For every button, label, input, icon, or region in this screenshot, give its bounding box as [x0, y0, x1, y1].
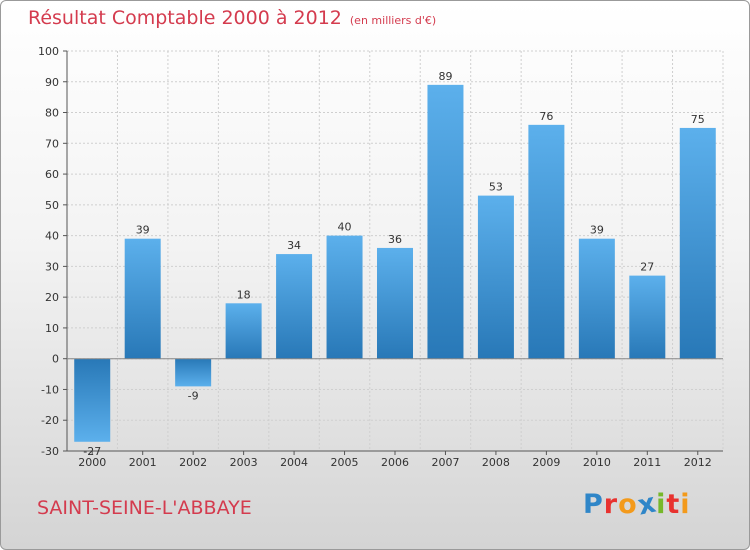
y-tick-label: 80: [45, 107, 59, 120]
bar-2012: [679, 127, 716, 359]
logo-letter: i: [680, 489, 691, 520]
x-tick-label-2007: 2007: [431, 456, 459, 469]
logo-letter: r: [603, 489, 619, 520]
chart-title-unit: (en milliers d'€): [349, 14, 437, 27]
value-label-2011: 27: [640, 261, 654, 274]
bar-2010: [578, 238, 615, 359]
chart-title: Résultat Comptable 2000 à 2012 (en millie…: [28, 7, 436, 29]
value-label-2003: 18: [237, 288, 251, 301]
logo-letter: P: [583, 489, 604, 520]
bar-2005: [326, 235, 363, 359]
x-tick-label-2004: 2004: [280, 456, 308, 469]
value-label-2008: 53: [489, 181, 503, 194]
x-tick-label-2008: 2008: [482, 456, 510, 469]
x-tick-label-2005: 2005: [331, 456, 359, 469]
y-tick-label: -30: [41, 445, 59, 458]
y-tick-label: 70: [45, 137, 59, 150]
value-label-2009: 76: [539, 110, 553, 123]
bar-2000: [74, 358, 111, 442]
y-tick-label: 90: [45, 76, 59, 89]
y-tick-label: 10: [45, 322, 59, 335]
y-tick-label: 100: [38, 45, 59, 58]
logo-letter: t: [666, 489, 681, 520]
y-tick-label: 30: [45, 260, 59, 273]
y-tick-label: 0: [52, 353, 59, 366]
bars: [74, 84, 716, 442]
x-tick-label-2009: 2009: [532, 456, 560, 469]
value-label-2006: 36: [388, 233, 402, 246]
axes: [63, 50, 723, 455]
chart-title-main: Résultat Comptable 2000 à 2012: [28, 7, 342, 29]
bar-2006: [377, 247, 413, 359]
y-tick-label: 40: [45, 230, 59, 243]
bar-2004: [276, 254, 313, 359]
y-tick-label: 50: [45, 199, 59, 212]
value-label-2012: 75: [691, 113, 705, 126]
proxiti-logo: Proxiti: [583, 487, 691, 521]
x-tick-label-2011: 2011: [633, 456, 661, 469]
bar-2011: [629, 275, 666, 359]
x-tick-label-2006: 2006: [381, 456, 409, 469]
x-tick-label-2012: 2012: [684, 456, 712, 469]
x-tick-label-2003: 2003: [230, 456, 258, 469]
x-tick-label-2000: 2000: [78, 456, 106, 469]
bar-2003: [225, 303, 262, 359]
y-tick-label: -20: [41, 414, 59, 427]
value-label-2000: -27: [83, 445, 101, 458]
value-label-2001: 39: [136, 224, 150, 237]
x-tick-label-2002: 2002: [179, 456, 207, 469]
y-tick-label: 60: [45, 168, 59, 181]
value-label-2007: 89: [438, 70, 452, 83]
value-label-2002: -9: [188, 389, 199, 402]
value-label-2004: 34: [287, 239, 301, 252]
x-tick-label-2001: 2001: [129, 456, 157, 469]
value-label-2010: 39: [590, 224, 604, 237]
y-tick-label: -10: [41, 383, 59, 396]
logo-letter: i: [656, 489, 667, 520]
y-tick-label: 20: [45, 291, 59, 304]
bar-2008: [477, 195, 514, 359]
bar-2007: [427, 84, 464, 359]
bar-2009: [528, 124, 565, 359]
logo-letter: o: [618, 489, 638, 520]
value-label-2005: 40: [338, 221, 352, 234]
commune-name: SAINT-SEINE-L'ABBAYE: [37, 497, 252, 519]
bar-2001: [124, 238, 161, 359]
x-tick-label-2010: 2010: [583, 456, 611, 469]
bar-2002: [175, 358, 212, 387]
